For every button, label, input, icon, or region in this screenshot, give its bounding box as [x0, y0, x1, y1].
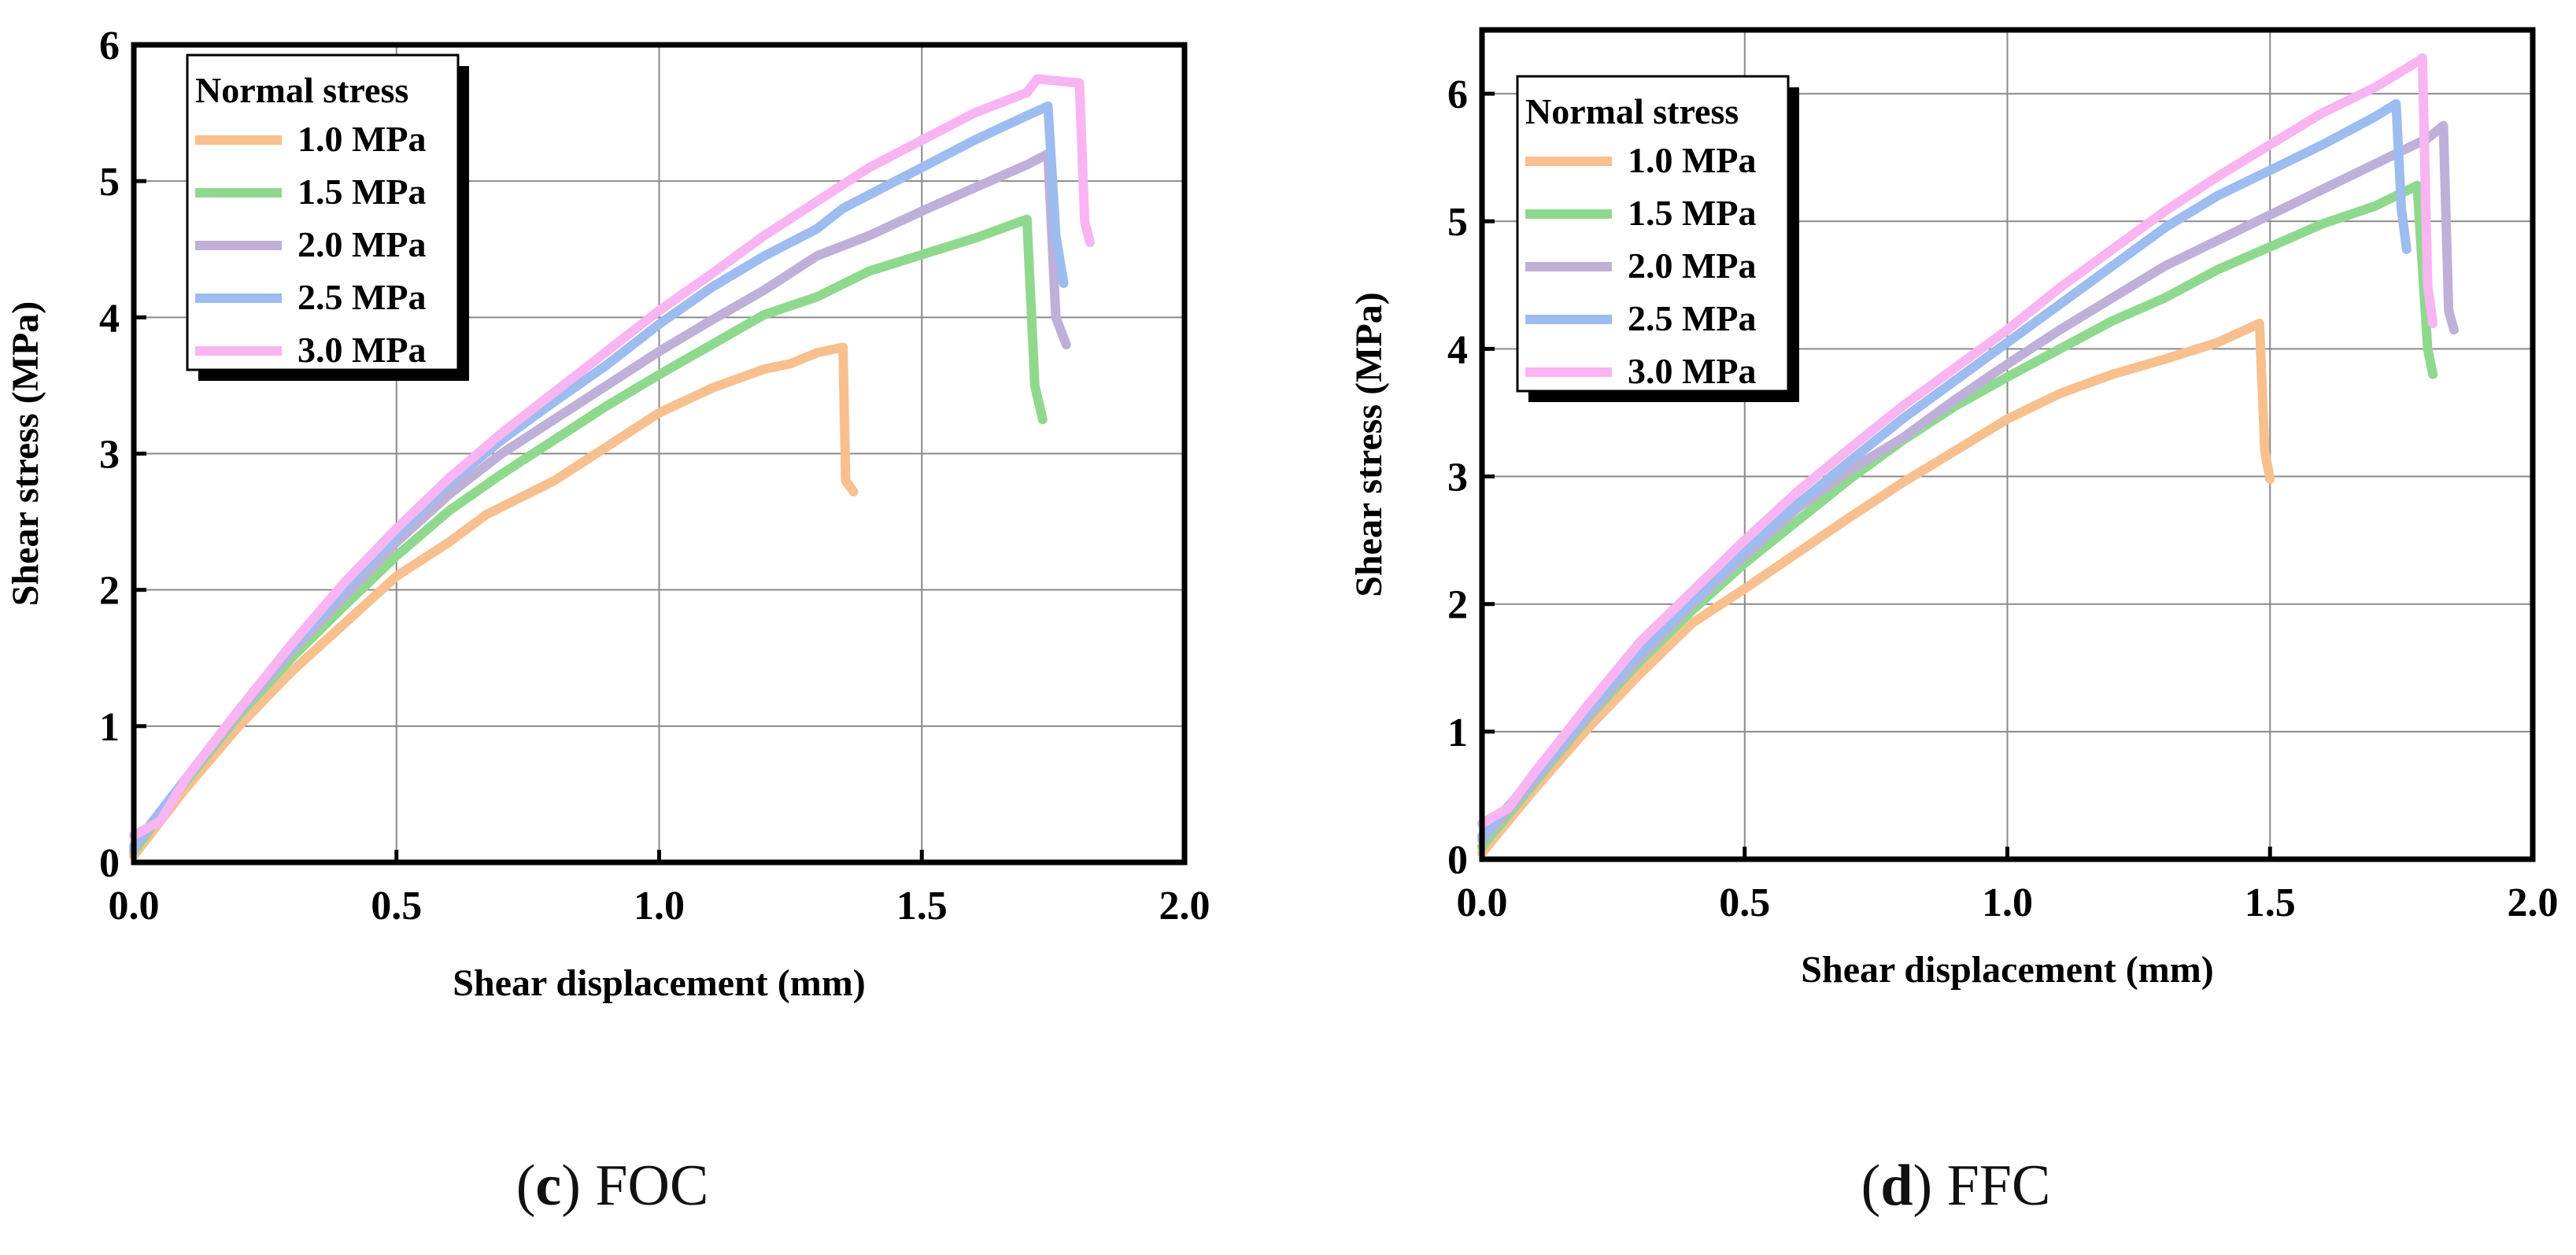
chart-c-series-line-5 [129, 74, 1095, 840]
chart-d-series-line-4 [1477, 99, 2412, 841]
chart-c-x-tick-label: 2.0 [1159, 884, 1210, 928]
chart-c-x-tick-label: 0.5 [371, 884, 422, 928]
chart-d-legend-label-1: 1.0 MPa [1628, 140, 1757, 180]
caption-c-letter: c [535, 1153, 562, 1218]
chart-d-y-tick-label: 5 [1447, 200, 1468, 245]
caption-d-name: FFC [1946, 1153, 2051, 1218]
chart-c-legend-label-5: 3.0 MPa [298, 330, 427, 370]
chart-c-legend-box [186, 54, 460, 371]
caption-c: (c) FOC [376, 1153, 848, 1220]
chart-panel-c: 0.0 0.5 1.0 1.5 2.0 0 1 2 3 4 5 6 Shear displacement… [5, 24, 1210, 1004]
chart-c-y-axis-label: Shear stress (MPa) [5, 301, 46, 607]
chart-d-y-tick-label: 4 [1447, 327, 1468, 372]
chart-c-x-tick-label: 1.0 [634, 884, 685, 928]
chart-c-legend-label-4: 2.5 MPa [298, 277, 427, 317]
chart-c-series-line-1 [129, 342, 859, 861]
chart-d-x-tick-label: 1.5 [2245, 880, 2296, 925]
chart-c-y-tick-label: 5 [99, 160, 120, 205]
chart-c-series-line-2 [129, 214, 1048, 857]
chart-c-y-tick-label: 2 [99, 569, 120, 614]
chart-c-legend-label-2: 1.5 MPa [298, 172, 427, 212]
chart-d-legend-title: Normal stress [1525, 91, 1739, 131]
caption-c-name: FOC [595, 1153, 709, 1218]
chart-c-y-tick-label: 0 [99, 841, 120, 886]
chart-d-x-tick-label: 2.0 [2508, 880, 2559, 925]
caption-d-letter: d [1880, 1153, 1913, 1218]
chart-c-legend-label-1: 1.0 MPa [298, 119, 427, 159]
chart-d-x-tick-label: 1.0 [1982, 880, 2033, 925]
chart-panel-d: 0.0 0.5 1.0 1.5 2.0 0 1 2 3 4 5 6 Shear displacement… [1348, 27, 2559, 991]
caption-d: (d) FFC [1720, 1153, 2192, 1220]
caption-c-open: ( [516, 1153, 536, 1218]
chart-d-y-tick-label: 1 [1447, 711, 1468, 755]
chart-d-legend-label-5: 3.0 MPa [1628, 351, 1757, 391]
caption-c-close: ) [561, 1153, 581, 1218]
chart-c-y-tick-label: 6 [99, 24, 120, 68]
chart-c-x-tick-label: 1.5 [896, 884, 948, 928]
chart-d-y-tick-label: 2 [1447, 583, 1468, 628]
caption-d-open: ( [1861, 1153, 1881, 1218]
chart-c-legend-title: Normal stress [195, 70, 408, 110]
chart-d-series-line-1 [1477, 319, 2275, 858]
chart-c-y-tick-label: 3 [99, 433, 120, 478]
caption-d-close: ) [1913, 1153, 1933, 1218]
chart-d-legend-label-2: 1.5 MPa [1628, 193, 1757, 233]
chart-d-legend-box [1516, 75, 1790, 393]
chart-d-series-line-5 [1477, 53, 2438, 829]
chart-d-x-axis-label: Shear displacement (mm) [1801, 949, 2213, 991]
chart-c-y-tick-label: 1 [99, 705, 120, 750]
chart-c-legend-label-3: 2.0 MPa [298, 224, 427, 264]
chart-d-legend-label-4: 2.5 MPa [1628, 298, 1757, 338]
chart-d-y-tick-label: 3 [1447, 456, 1468, 500]
chart-c-y-tick-label: 4 [99, 296, 120, 341]
chart-d-y-axis-label: Shear stress (MPa) [1348, 292, 1390, 597]
chart-d-y-tick-label: 6 [1447, 72, 1468, 117]
chart-d-y-tick-label: 0 [1447, 838, 1468, 883]
chart-d-x-tick-label: 0.5 [1719, 880, 1770, 925]
chart-c-x-tick-label: 0.0 [109, 884, 160, 928]
chart-d-x-tick-label: 0.0 [1457, 880, 1508, 925]
chart-c-x-axis-label: Shear displacement (mm) [453, 962, 865, 1004]
chart-d-legend-label-3: 2.0 MPa [1628, 245, 1757, 286]
